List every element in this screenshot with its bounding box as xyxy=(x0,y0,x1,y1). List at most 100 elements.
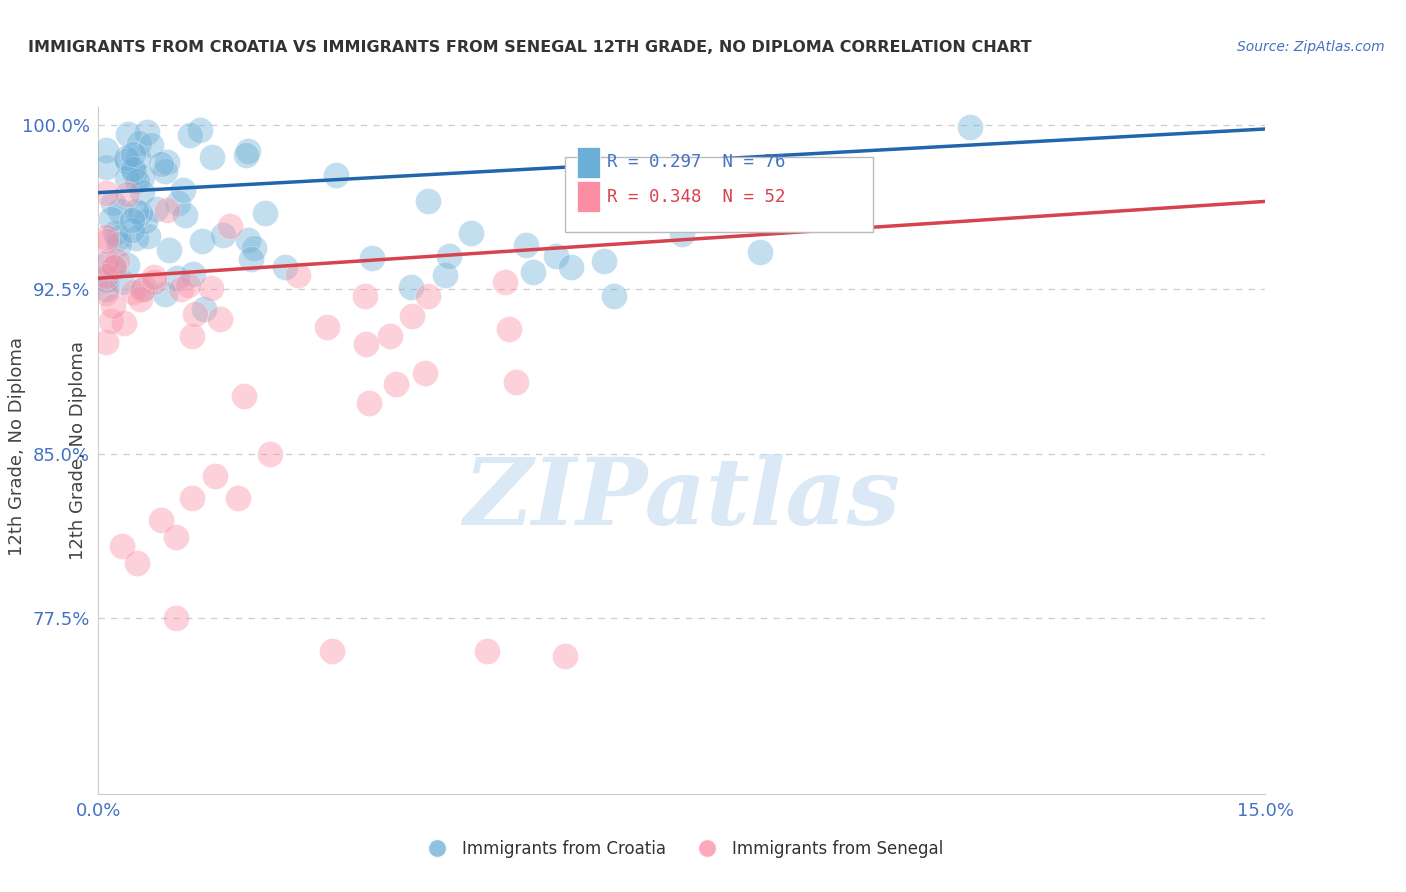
Point xyxy=(96,256,118,270)
Point xyxy=(121,162,143,177)
Point xyxy=(593,253,616,268)
Point xyxy=(134,281,156,295)
Point xyxy=(357,395,380,409)
Point xyxy=(243,241,266,255)
Point xyxy=(401,309,423,323)
Point xyxy=(127,557,149,571)
Point xyxy=(96,273,118,287)
Text: R = 0.348  N = 52: R = 0.348 N = 52 xyxy=(607,188,786,206)
Point xyxy=(96,282,118,296)
Point xyxy=(96,285,118,300)
Point xyxy=(201,150,224,164)
Point xyxy=(748,244,770,259)
Point xyxy=(115,186,138,201)
Point xyxy=(108,204,131,219)
Point xyxy=(602,289,624,303)
Point xyxy=(122,285,145,299)
Point xyxy=(128,136,150,150)
Point xyxy=(433,268,456,282)
Bar xyxy=(576,147,600,178)
Point xyxy=(204,468,226,483)
Point xyxy=(129,293,152,307)
Point xyxy=(287,268,309,282)
Point xyxy=(354,288,377,302)
Point xyxy=(236,144,259,158)
Point xyxy=(219,219,242,233)
Text: R = 0.297  N = 76: R = 0.297 N = 76 xyxy=(607,153,786,171)
Point xyxy=(103,260,125,275)
Point xyxy=(143,270,166,285)
Point xyxy=(96,160,118,174)
Point xyxy=(170,282,193,296)
Point xyxy=(193,302,215,317)
Point xyxy=(155,287,177,301)
Bar xyxy=(576,181,600,212)
Text: Source: ZipAtlas.com: Source: ZipAtlas.com xyxy=(1237,40,1385,54)
Point xyxy=(127,151,149,165)
Point xyxy=(100,314,122,328)
Point xyxy=(103,300,125,314)
Point xyxy=(200,281,222,295)
Point xyxy=(96,230,118,244)
Point xyxy=(117,154,139,169)
Point xyxy=(360,251,382,265)
Point xyxy=(413,366,436,380)
Point xyxy=(101,196,124,211)
Point xyxy=(96,268,118,283)
Point xyxy=(96,143,118,157)
Point xyxy=(121,223,143,237)
Point xyxy=(212,228,235,243)
Point xyxy=(156,202,179,217)
Point xyxy=(416,289,439,303)
Point xyxy=(112,316,135,330)
Point xyxy=(156,154,179,169)
Point xyxy=(399,280,422,294)
Point xyxy=(96,234,118,248)
Point xyxy=(131,185,153,199)
Point xyxy=(115,258,138,272)
Point xyxy=(515,238,537,252)
Point xyxy=(560,260,582,275)
Point xyxy=(181,329,204,343)
Point xyxy=(129,206,152,220)
Point xyxy=(325,168,347,182)
Point xyxy=(105,254,128,268)
Point xyxy=(228,491,250,505)
Point xyxy=(253,206,276,220)
Point xyxy=(122,147,145,161)
Point xyxy=(136,228,159,243)
Point xyxy=(150,157,173,171)
Point xyxy=(167,195,190,210)
Point xyxy=(671,227,693,242)
Point xyxy=(181,267,204,281)
Point xyxy=(172,184,194,198)
Point xyxy=(96,335,118,350)
Point xyxy=(141,138,163,153)
Point xyxy=(125,174,148,188)
Point xyxy=(416,194,439,209)
Point xyxy=(166,270,188,285)
Point xyxy=(477,644,499,658)
Point xyxy=(143,275,166,289)
Point xyxy=(111,276,134,290)
Point xyxy=(131,283,153,297)
Legend: Immigrants from Croatia, Immigrants from Senegal: Immigrants from Croatia, Immigrants from… xyxy=(413,833,950,864)
Text: IMMIGRANTS FROM CROATIA VS IMMIGRANTS FROM SENEGAL 12TH GRADE, NO DIPLOMA CORREL: IMMIGRANTS FROM CROATIA VS IMMIGRANTS FR… xyxy=(28,40,1032,55)
Point xyxy=(959,120,981,134)
Point xyxy=(131,169,153,184)
Point xyxy=(494,275,516,289)
Point xyxy=(437,249,460,263)
Point xyxy=(145,202,167,217)
Point xyxy=(180,491,202,505)
Point xyxy=(522,265,544,279)
Point xyxy=(235,148,257,162)
Point xyxy=(107,231,129,245)
Point xyxy=(117,127,139,141)
Point xyxy=(460,226,482,240)
Point xyxy=(378,329,401,343)
Point xyxy=(183,307,205,321)
Text: 12th Grade, No Diploma: 12th Grade, No Diploma xyxy=(8,336,25,556)
Point xyxy=(111,539,134,553)
Point xyxy=(107,236,129,251)
Point xyxy=(165,530,187,544)
